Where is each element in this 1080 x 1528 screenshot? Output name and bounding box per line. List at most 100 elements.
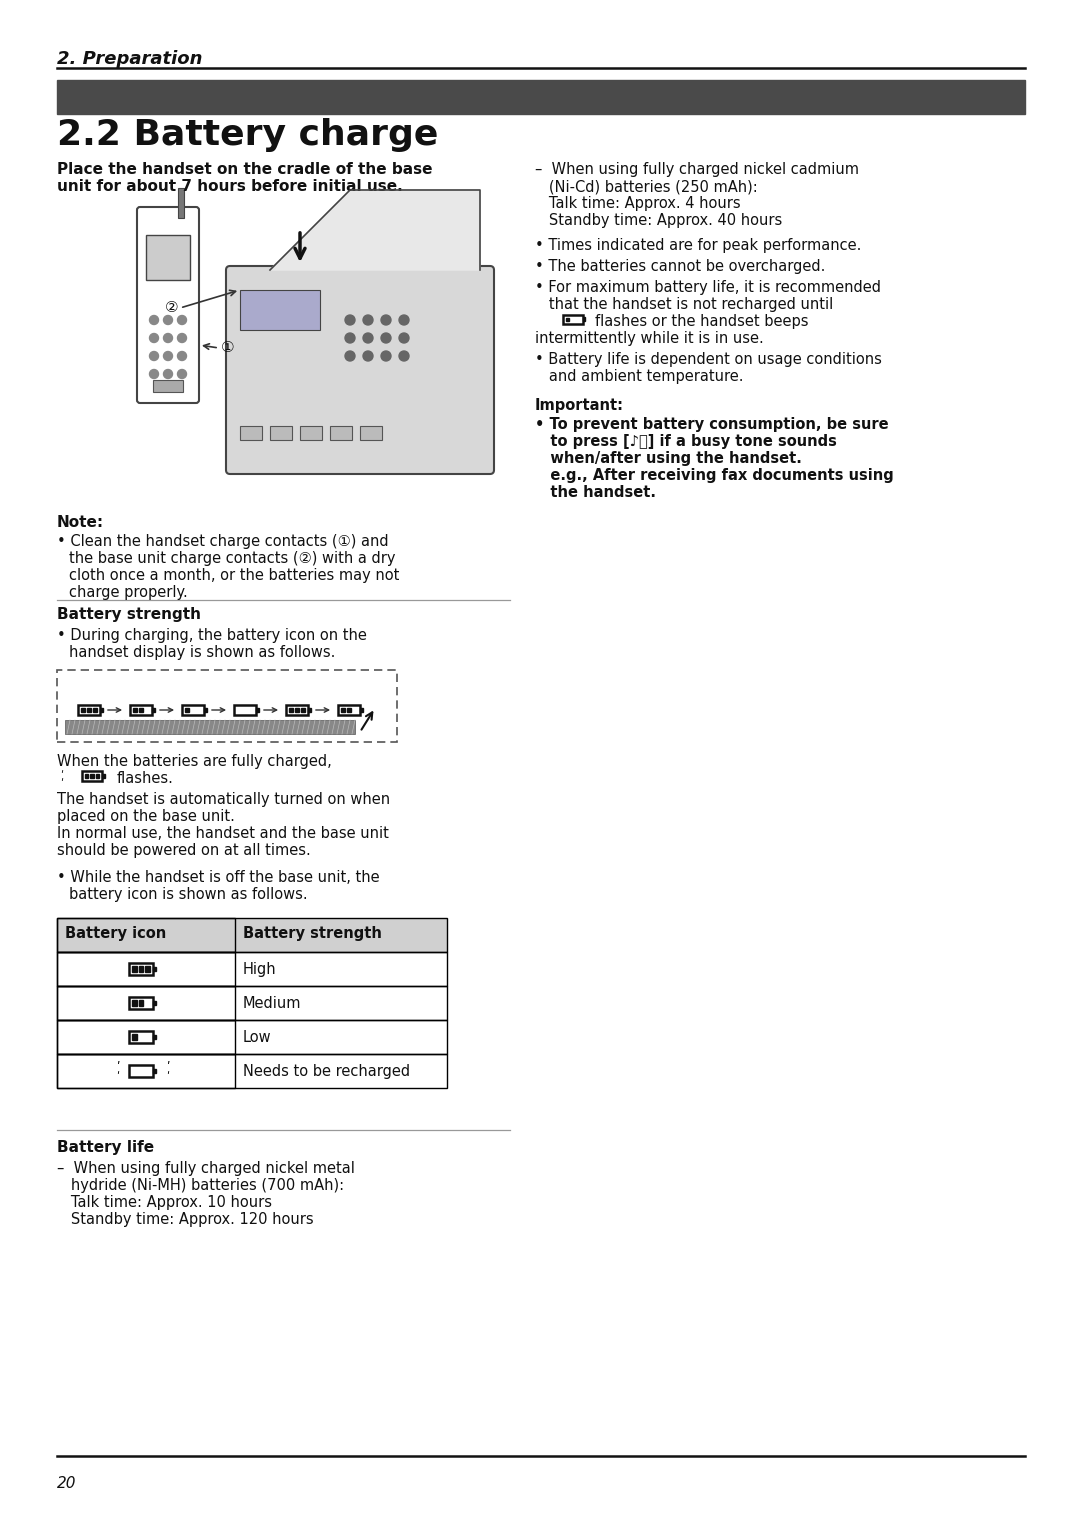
Text: • While the handset is off the base unit, the: • While the handset is off the base unit… [57, 869, 380, 885]
Circle shape [363, 333, 373, 342]
Bar [91, 775, 94, 778]
Circle shape [163, 315, 173, 324]
Text: cloth once a month, or the batteries may not: cloth once a month, or the batteries may… [69, 568, 400, 584]
Bar [338, 704, 361, 715]
Text: When the batteries are fully charged,: When the batteries are fully charged, [57, 753, 332, 769]
Bar [301, 707, 306, 712]
Bar [129, 998, 153, 1008]
Text: Place the handset on the cradle of the base: Place the handset on the cradle of the b… [57, 162, 432, 177]
Text: Battery life: Battery life [57, 1140, 154, 1155]
Bar [103, 775, 105, 778]
Text: Battery strength: Battery strength [243, 926, 382, 941]
Text: Battery strength: Battery strength [57, 607, 201, 622]
Bar [57, 1021, 447, 1054]
Text: ʹ: ʹ [166, 1062, 170, 1074]
Text: • Times indicated are for peak performance.: • Times indicated are for peak performan… [535, 238, 862, 254]
Text: 2. Preparation: 2. Preparation [57, 50, 203, 69]
Bar [288, 707, 293, 712]
Circle shape [381, 351, 391, 361]
Bar [240, 290, 320, 330]
Circle shape [345, 351, 355, 361]
Text: e.g., After receiving fax documents using: e.g., After receiving fax documents usin… [535, 468, 894, 483]
Bar [93, 707, 97, 712]
Text: hydride (Ni-MH) batteries (700 mAh):: hydride (Ni-MH) batteries (700 mAh): [57, 1178, 345, 1193]
Bar [146, 235, 190, 280]
Circle shape [163, 333, 173, 342]
Bar [129, 963, 153, 975]
Text: the handset.: the handset. [535, 484, 656, 500]
Bar [341, 707, 345, 712]
Bar [152, 707, 154, 712]
Text: Talk time: Approx. 10 hours: Talk time: Approx. 10 hours [57, 1195, 272, 1210]
Text: Note:: Note: [57, 515, 104, 530]
Bar [132, 1001, 137, 1005]
Text: 20: 20 [57, 1476, 77, 1491]
Bar [65, 720, 355, 733]
Circle shape [399, 333, 409, 342]
Text: • For maximum battery life, it is recommended: • For maximum battery life, it is recomm… [535, 280, 881, 295]
Bar [129, 1065, 153, 1077]
Text: battery icon is shown as follows.: battery icon is shown as follows. [69, 886, 308, 902]
Bar [100, 707, 103, 712]
Text: High: High [243, 963, 276, 976]
Bar [564, 315, 582, 324]
Bar [84, 775, 89, 778]
Bar [361, 707, 363, 712]
Circle shape [381, 315, 391, 325]
Text: –  When using fully charged nickel cadmium: – When using fully charged nickel cadmiu… [535, 162, 859, 177]
Circle shape [345, 333, 355, 342]
Circle shape [177, 351, 187, 361]
Bar [86, 707, 91, 712]
Text: Standby time: Approx. 40 hours: Standby time: Approx. 40 hours [535, 212, 782, 228]
Text: In normal use, the handset and the base unit: In normal use, the handset and the base … [57, 827, 389, 840]
Bar [57, 952, 235, 986]
Text: The handset is automatically turned on when: The handset is automatically turned on w… [57, 792, 390, 807]
Bar [347, 707, 351, 712]
Polygon shape [270, 189, 480, 270]
Text: ①: ① [221, 341, 234, 354]
Bar [57, 1054, 235, 1088]
Text: intermittently while it is in use.: intermittently while it is in use. [535, 332, 764, 345]
Bar [57, 669, 397, 743]
Text: • To prevent battery consumption, be sure: • To prevent battery consumption, be sur… [535, 417, 889, 432]
Bar [153, 967, 156, 972]
Text: • During charging, the battery icon on the: • During charging, the battery icon on t… [57, 628, 367, 643]
Circle shape [149, 351, 159, 361]
Bar [330, 426, 352, 440]
Bar [153, 1001, 156, 1005]
Circle shape [149, 370, 159, 379]
Bar [82, 772, 103, 781]
Bar [133, 707, 137, 712]
Text: Needs to be recharged: Needs to be recharged [243, 1063, 410, 1079]
Text: flashes or the handset beeps: flashes or the handset beeps [595, 313, 809, 329]
Bar [295, 707, 299, 712]
Bar [566, 318, 569, 321]
Bar [57, 986, 235, 1021]
Bar [153, 1068, 156, 1073]
Bar [360, 426, 382, 440]
Bar [204, 707, 206, 712]
Text: Talk time: Approx. 4 hours: Talk time: Approx. 4 hours [535, 196, 741, 211]
Bar [132, 1034, 137, 1039]
FancyBboxPatch shape [226, 266, 494, 474]
Bar [240, 426, 262, 440]
Text: • Clean the handset charge contacts (①) and: • Clean the handset charge contacts (①) … [57, 533, 389, 549]
Bar [57, 918, 235, 952]
Bar [153, 380, 183, 393]
Bar [181, 704, 204, 715]
Bar [178, 188, 184, 219]
Text: –  When using fully charged nickel metal: – When using fully charged nickel metal [57, 1161, 355, 1177]
Bar [57, 79, 1025, 115]
Text: Medium: Medium [243, 996, 301, 1012]
Text: Battery icon: Battery icon [65, 926, 166, 941]
Bar [57, 1054, 447, 1088]
Text: ʹ: ʹ [116, 1062, 120, 1074]
Circle shape [149, 315, 159, 324]
Circle shape [177, 370, 187, 379]
Bar [57, 1021, 235, 1054]
Bar [138, 1001, 144, 1005]
Bar [57, 952, 447, 986]
Text: unit for about 7 hours before initial use.: unit for about 7 hours before initial us… [57, 179, 403, 194]
Circle shape [399, 351, 409, 361]
Bar [286, 704, 308, 715]
